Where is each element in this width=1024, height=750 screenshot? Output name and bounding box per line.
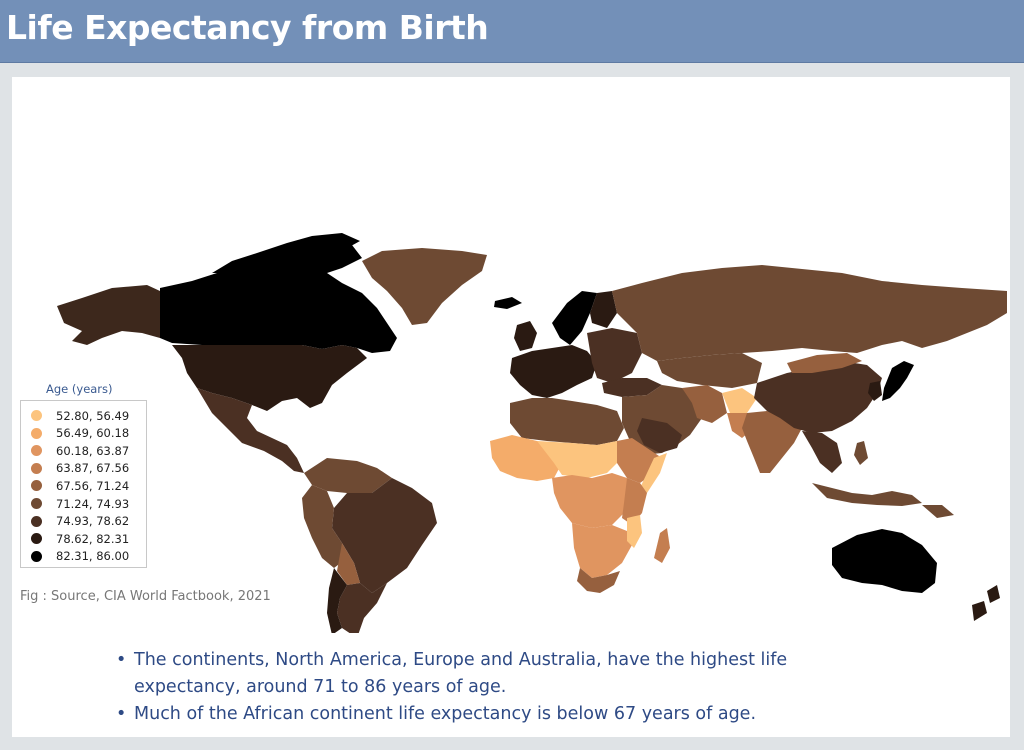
region-png [922,505,954,518]
region-southern-africa [572,523,632,578]
legend-title: Age (years) [46,382,113,396]
legend-item: 60.18, 63.87 [31,442,129,459]
region-mexico [197,388,304,473]
region-australia [832,529,937,593]
legend-label: 78.62, 82.31 [56,531,130,546]
region-andes [302,485,347,568]
region-india [742,411,802,473]
region-south-africa [577,568,620,593]
world-map [57,233,1007,633]
legend-swatch [31,533,42,545]
region-turkey [602,378,662,397]
header-bar: Life Expectancy from Birth [0,0,1024,63]
region-alaska [57,285,160,345]
region-somalia [640,453,667,493]
region-greenland [362,248,487,325]
legend-item: 74.93, 78.62 [31,513,129,530]
legend-box: 52.80, 56.49 56.49, 60.18 60.18, 63.87 63.8… [20,400,147,568]
region-canada-islands [212,233,360,273]
figure-caption: Fig : Source, CIA World Factbook, 2021 [20,589,271,604]
region-east-africa [622,478,647,525]
legend-label: 63.87, 67.56 [56,461,130,476]
region-philippines [854,441,868,465]
region-new-zealand-south [972,601,987,621]
legend-label: 56.49, 60.18 [56,426,130,441]
region-korea [868,381,882,401]
region-chile [327,568,347,633]
legend-item: 67.56, 71.24 [31,477,129,494]
legend-swatch [31,427,42,439]
legend-swatch [31,410,42,421]
region-iceland [494,297,522,309]
region-afghanistan [722,388,757,413]
region-iran [682,385,727,423]
region-canada [160,241,397,353]
map-legend: Age (years) 52.80, 56.49 56.49, 60.18 60.1… [20,382,148,568]
legend-swatch [31,462,42,474]
region-venezuela [304,458,392,493]
region-mozambique [627,515,642,548]
legend-swatch [31,550,42,562]
region-sahel [537,441,622,478]
legend-label: 67.56, 71.24 [56,478,130,493]
content-card: Age (years) 52.80, 56.49 56.49, 60.18 60.1… [12,77,1010,737]
region-indonesia [812,483,922,506]
legend-swatch [31,480,42,492]
region-eastern-europe [587,328,642,383]
region-southeast-asia [802,431,842,473]
legend-label: 71.24, 74.93 [56,496,130,511]
region-madagascar [654,528,670,563]
region-arabia [637,418,682,453]
region-bolivia [337,543,360,585]
note-item: Much of the African continent life expec… [110,701,870,728]
legend-swatch [31,498,42,509]
region-scandinavia [552,291,597,345]
region-usa [172,345,367,411]
legend-swatch [31,515,42,527]
notes-list: The continents, North America, Europe an… [110,647,870,728]
legend-item: 52.80, 56.49 [31,407,129,424]
page-title: Life Expectancy from Birth [6,8,489,47]
region-mongolia [787,353,862,373]
region-north-africa [510,398,624,445]
legend-item: 71.24, 74.93 [31,495,129,512]
legend-item: 82.31, 86.00 [31,548,129,565]
legend-label: 60.18, 63.87 [56,443,130,458]
legend-label: 82.31, 86.00 [56,549,130,564]
region-brazil [332,478,437,593]
region-russia [612,265,1007,361]
legend-item: 78.62, 82.31 [31,530,129,547]
region-central-africa [552,473,632,528]
region-uk [514,321,537,351]
region-western-europe [510,345,597,398]
region-finland [590,291,617,328]
legend-swatch [31,445,42,457]
legend-label: 74.93, 78.62 [56,514,130,529]
legend-item: 56.49, 60.18 [31,425,129,442]
region-kazakhstan [657,353,762,388]
legend-item: 63.87, 67.56 [31,460,129,477]
legend-label: 52.80, 56.49 [56,408,130,423]
region-new-zealand [987,585,1000,603]
region-japan [882,361,914,401]
region-argentina [337,583,387,633]
region-china [754,361,882,433]
note-item: The continents, North America, Europe an… [110,647,870,701]
